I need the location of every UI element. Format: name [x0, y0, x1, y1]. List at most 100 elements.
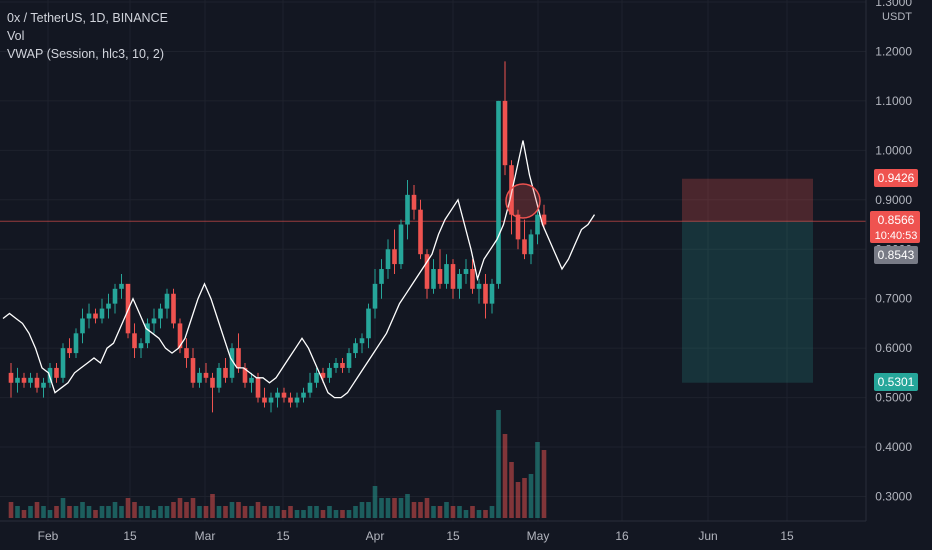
volume-bar	[327, 506, 332, 518]
candle-body	[307, 382, 313, 393]
risk-reward-position[interactable]	[682, 178, 813, 383]
take-profit-zone	[682, 221, 813, 383]
volume-bar	[314, 506, 319, 518]
highlight-circle[interactable]	[505, 183, 541, 219]
volume-bar	[112, 502, 118, 518]
candle	[398, 219, 404, 270]
volume-bar	[301, 510, 306, 518]
stop-price-label: 0.9426	[878, 171, 915, 185]
candle-body	[8, 372, 14, 383]
candle-body	[340, 362, 345, 368]
price-axis[interactable]: USDT 1.30001.20001.10001.00000.90000.800…	[875, 0, 912, 504]
axis-currency: USDT	[882, 11, 912, 23]
candle	[294, 392, 300, 408]
volume-bar	[418, 502, 423, 518]
price-tick-label: 1.1000	[875, 94, 912, 108]
candle	[86, 303, 92, 329]
volume-bar	[21, 510, 27, 518]
volume-bar	[60, 498, 66, 518]
candle-body	[353, 343, 358, 354]
candle	[496, 100, 501, 289]
volume-bar	[476, 510, 482, 518]
candle	[450, 259, 456, 299]
current-price-label: 0.8566	[878, 213, 915, 227]
volume-bar	[138, 506, 144, 518]
volume-bar	[405, 494, 410, 518]
volume-bar	[197, 506, 202, 518]
candle	[457, 269, 462, 299]
candle-body	[28, 377, 33, 383]
volume-bar	[437, 506, 443, 518]
candle-body	[41, 382, 46, 388]
candle	[216, 362, 222, 393]
candle-body	[470, 269, 475, 289]
volume-bar	[444, 502, 449, 518]
volume-bar	[15, 506, 20, 518]
date-tick-label: Jun	[698, 529, 717, 543]
price-tick-label: 1.0000	[875, 143, 912, 157]
candle-body	[54, 367, 59, 378]
candle	[249, 372, 254, 393]
candle-body	[132, 333, 137, 349]
candle-body	[359, 338, 365, 344]
symbol-title[interactable]: 0x / TetherUS, 1D, BINANCE	[7, 11, 168, 25]
candle-body	[392, 249, 397, 265]
volume-bar	[379, 498, 384, 518]
candle-body	[496, 100, 501, 284]
volume-bar	[164, 506, 170, 518]
volume-bar	[359, 502, 365, 518]
candle	[138, 338, 144, 359]
volume-bar	[509, 462, 514, 518]
candle-body	[541, 214, 547, 225]
candle-body	[489, 283, 495, 304]
vwap-indicator-label[interactable]: VWAP (Session, hlc3, 10, 2)	[7, 47, 165, 61]
candle	[171, 288, 176, 329]
candles[interactable]	[8, 61, 547, 413]
candle-body	[515, 214, 521, 240]
candle	[60, 343, 66, 383]
candle-body	[372, 283, 378, 309]
volume-bar	[320, 510, 326, 518]
candle-body	[15, 377, 20, 383]
volume-bar	[502, 434, 508, 518]
candle-body	[476, 283, 482, 289]
candle	[132, 323, 137, 359]
volume-bar	[294, 510, 300, 518]
candle	[262, 387, 267, 408]
volume-bar	[496, 410, 501, 518]
volume-bar	[171, 502, 176, 518]
volume-bar	[86, 506, 92, 518]
volume-bar	[353, 506, 358, 518]
time-axis[interactable]: Feb 15 Mar 15 Apr 15 May 16 Jun 15	[38, 529, 794, 543]
candle-body	[463, 269, 469, 274]
candle	[67, 338, 72, 359]
candle	[158, 303, 163, 329]
candle-body	[60, 348, 66, 378]
candle-body	[93, 313, 98, 319]
target-price-label: 0.5301	[878, 375, 915, 389]
volume-bar	[392, 498, 397, 518]
candle-body	[444, 264, 449, 284]
candle	[151, 308, 157, 334]
candle	[41, 377, 46, 398]
entry-price-badge	[874, 246, 918, 264]
candle-body	[255, 377, 261, 398]
volume-bar	[255, 502, 261, 518]
volume-bar	[67, 506, 72, 518]
candle	[112, 283, 118, 314]
candle	[73, 328, 79, 359]
candle-body	[320, 372, 326, 378]
volume-bar	[522, 478, 527, 518]
volume-bar	[541, 450, 547, 518]
volume-bar	[528, 474, 534, 518]
candle	[93, 308, 98, 324]
volume-indicator-label[interactable]: Vol	[7, 29, 25, 43]
candle	[418, 199, 423, 260]
candle	[502, 61, 508, 176]
price-tick-label: 0.7000	[875, 292, 912, 306]
date-tick-label: Apr	[366, 529, 385, 543]
volume-bar	[145, 506, 150, 518]
chart-legend: 0x / TetherUS, 1D, BINANCE Vol VWAP (Ses…	[7, 9, 168, 63]
